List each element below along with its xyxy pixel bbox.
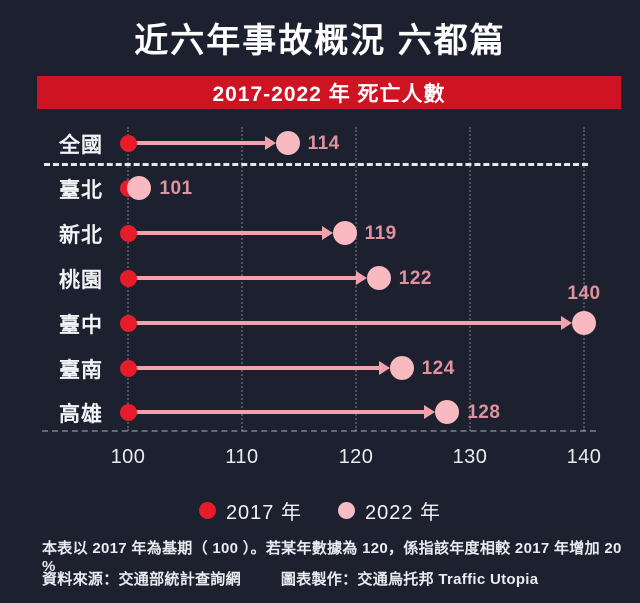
- gridline: [583, 127, 585, 431]
- legend-label: 2022 年: [365, 501, 442, 524]
- national-separator-line: [44, 163, 588, 166]
- arrowhead-icon: [561, 316, 572, 330]
- dot-2022: [366, 266, 391, 290]
- category-label: 臺北: [59, 179, 103, 202]
- legend-dot-icon: [198, 501, 216, 519]
- value-label: 124: [421, 358, 455, 379]
- credit-text: 圖表製作：交通烏托邦 Traffic Utopia: [280, 571, 539, 588]
- connector-line: [133, 410, 427, 414]
- legend-item: 2022 年: [338, 496, 441, 525]
- dot-2022: [572, 311, 596, 335]
- arrowhead-icon: [321, 226, 333, 240]
- connector-line: [133, 231, 324, 235]
- arrowhead-icon: [355, 271, 367, 285]
- legend: 2017 年 2022 年: [0, 496, 640, 525]
- dot-2017: [119, 269, 137, 287]
- x-axis-tick: 140: [566, 446, 602, 468]
- category-label: 全國: [59, 134, 103, 157]
- dot-2017: [119, 403, 137, 421]
- connector-line: [133, 276, 358, 280]
- dot-2022: [332, 221, 357, 245]
- connector-line: [133, 366, 381, 370]
- subtitle-banner: 2017-2022 年 死亡人數: [37, 76, 621, 109]
- category-label: 桃園: [59, 269, 103, 292]
- category-label: 新北: [59, 224, 103, 247]
- dot-2017: [119, 224, 137, 242]
- connector-line: [133, 321, 563, 325]
- dot-2022: [275, 131, 300, 155]
- category-label: 高雄: [59, 403, 103, 426]
- legend-label: 2017 年: [225, 501, 302, 524]
- source-line: 資料來源：交通部統計查詢網 圖表製作：交通烏托邦 Traffic Utopia: [42, 568, 622, 589]
- legend-dot-icon: [338, 501, 355, 519]
- x-axis-tick: 110: [225, 446, 259, 468]
- value-label: 114: [307, 133, 340, 154]
- dot-2017: [119, 359, 137, 377]
- value-label: 140: [567, 283, 601, 304]
- gridline: [469, 127, 471, 431]
- legend-item: 2017 年: [198, 496, 302, 525]
- x-axis-tick: 120: [338, 446, 374, 468]
- x-axis-line: [42, 430, 596, 432]
- value-label: 122: [398, 268, 432, 289]
- subtitle-text: 2017-2022 年 死亡人數: [212, 82, 446, 106]
- x-axis-tick: 100: [110, 446, 146, 468]
- data-source-text: 資料來源：交通部統計查詢網: [42, 571, 241, 588]
- arrowhead-icon: [378, 361, 390, 375]
- connector-line: [133, 141, 267, 145]
- chart-title: 近六年事故概況 六都篇: [134, 22, 506, 60]
- value-label: 119: [364, 223, 397, 244]
- value-label: 128: [467, 402, 501, 423]
- dot-2022: [389, 356, 414, 380]
- arrowhead-icon: [424, 405, 436, 419]
- footnote: 本表以 2017 年為基期（ 100 ）。若某年數據為 120，係指該年度相較 …: [42, 540, 622, 575]
- dot-2022: [127, 176, 152, 200]
- value-label: 101: [159, 178, 193, 199]
- dot-2017: [119, 314, 137, 332]
- category-label: 臺南: [59, 359, 103, 382]
- dot-2022: [435, 400, 460, 424]
- arrowhead-icon: [264, 136, 276, 150]
- x-axis-tick: 130: [452, 446, 488, 468]
- category-label: 臺中: [59, 314, 103, 337]
- dot-2017: [119, 134, 137, 152]
